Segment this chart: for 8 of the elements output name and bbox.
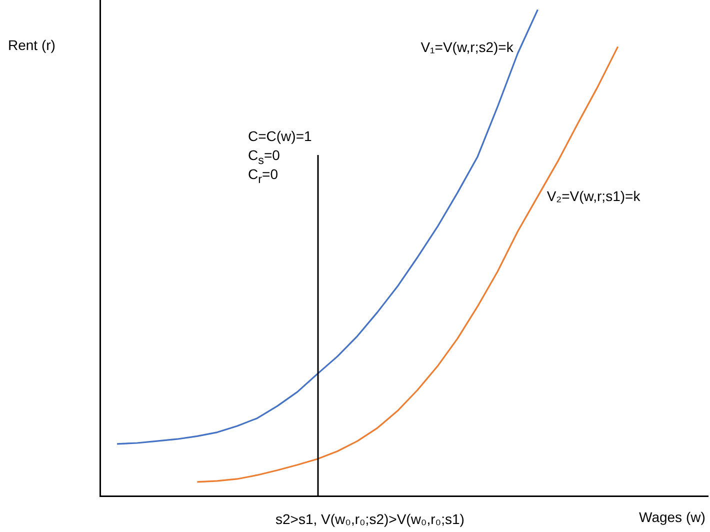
y-axis-title: Rent (r) xyxy=(8,36,56,54)
x-axis-title: Wages (w) xyxy=(639,508,706,526)
series-label: V₁=V(w,r;s2)=k xyxy=(420,38,514,56)
text: s2>s1, V(w₀,r₀;s2)>V(w₀,r₀;s1) xyxy=(276,510,464,528)
annotation: C$_{s}$=0 xyxy=(248,147,280,167)
series-label: V₂=V(w,r;s1)=k xyxy=(546,186,640,205)
annotation: C$_{r}$=0 xyxy=(248,165,278,188)
annotation: C=C(w)=1 xyxy=(248,127,312,145)
